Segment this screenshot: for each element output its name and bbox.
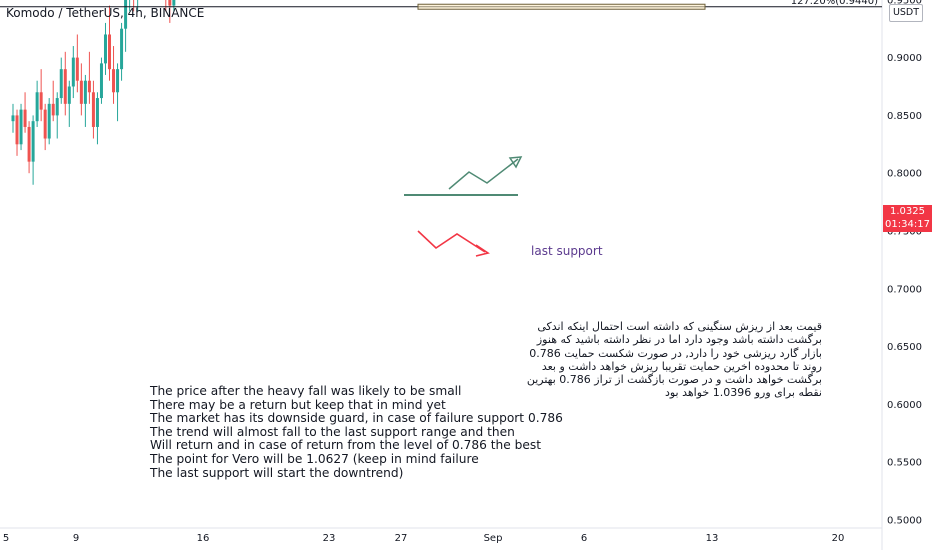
bullish-arrow-head — [508, 156, 523, 169]
bullish-path — [448, 158, 519, 190]
candle-body — [116, 69, 120, 93]
english-annotation: The price after the heavy fall was likel… — [150, 384, 563, 480]
price-tick-label: 0.6000 — [887, 400, 922, 411]
price-tick-label: 0.8000 — [887, 169, 922, 180]
price-tick-label: 0.5000 — [887, 516, 922, 527]
bearish-arrow-head — [475, 244, 490, 257]
candle-body — [95, 98, 99, 127]
candle-body — [108, 34, 112, 70]
candle-body — [67, 86, 71, 104]
note-line: There may be a return but keep that in m… — [150, 397, 446, 412]
price-tick-label: 0.8500 — [887, 111, 922, 122]
candle-body — [103, 34, 107, 64]
candle-body — [112, 69, 116, 93]
price-axis[interactable]: 1.40001.35001.30001.25001.20001.15001.10… — [887, 0, 922, 527]
chart-drawings: 78.60%(1.0125)127.20%(0.9440)last suppor… — [0, 0, 882, 258]
candle-body — [11, 115, 15, 122]
candle-body — [15, 115, 19, 145]
note-line: قیمت بعد از ریزش سنگینی که داشته است احت… — [537, 320, 822, 333]
candle-body — [19, 109, 23, 145]
current-price-value: 1.0325 — [890, 206, 925, 217]
candle-body — [43, 109, 47, 139]
candle-body — [47, 103, 51, 139]
note-line: نقطه برای ورو 1.0396 خواهد بود — [664, 386, 822, 400]
note-line: The market has its downside guard, in ca… — [150, 411, 563, 426]
candle-body — [35, 92, 39, 122]
time-tick-label: 27 — [395, 533, 408, 544]
note-line: روند تا محدوده اخرین حمایت تقریبا ریزش خ… — [541, 359, 822, 373]
note-line: The price after the heavy fall was likel… — [150, 384, 462, 398]
note-line: برگشت داشته باشد وجود دارد اما در نظر دا… — [536, 333, 822, 347]
time-tick-label: 20 — [832, 533, 845, 544]
candle-body — [59, 69, 63, 99]
time-tick-label: 6 — [581, 533, 587, 544]
time-axis[interactable]: 5 9 16 23 27 Sep 6 13 20 — [3, 533, 845, 544]
currency-label[interactable]: USDT — [889, 4, 923, 22]
persian-annotation: قیمت بعد از ریزش سنگینی که داشته است احت… — [486, 320, 822, 400]
time-tick-label: 13 — [706, 533, 719, 544]
candle-body — [168, 0, 172, 6]
last-support-label: last support — [531, 244, 603, 258]
last-support-zone — [417, 3, 706, 10]
time-tick-label: Sep — [484, 533, 503, 544]
time-tick-label: 9 — [73, 533, 79, 544]
bar-countdown: 01:34:17 — [885, 219, 930, 230]
candle-body — [23, 109, 27, 127]
candle-body — [124, 0, 128, 29]
price-tick-label: 0.7500 — [887, 227, 922, 238]
candle-body — [51, 103, 55, 116]
candle-body — [79, 80, 83, 104]
candle-body — [120, 28, 124, 70]
note-line: برگشت خواهد داشت و در صورت بازگشت از ترا… — [526, 373, 822, 387]
chart-grid — [0, 0, 883, 550]
candle-body — [27, 126, 31, 162]
price-tick-label: 0.7000 — [887, 284, 922, 295]
candle-body — [75, 57, 79, 81]
note-line: The point for Vero will be 1.0627 (keep … — [150, 451, 479, 466]
candlestick-series — [11, 0, 176, 185]
note-line: Will return and in case of return from t… — [150, 438, 541, 453]
chart-title: Komodo / TetherUS, 4h, BINANCE — [6, 6, 205, 20]
fib-level-label: 127.20%(0.9440) — [791, 0, 878, 7]
candle-body — [63, 69, 67, 104]
candle-body — [91, 92, 95, 127]
price-tick-label: 0.9000 — [887, 53, 922, 64]
candle-body — [83, 80, 87, 104]
candle-body — [87, 80, 91, 93]
note-line: The last support will start the downtren… — [150, 465, 404, 480]
candle-body — [39, 92, 43, 110]
time-tick-label: 16 — [197, 533, 210, 544]
current-price-tag: 1.0325 01:34:17 — [883, 205, 932, 232]
candle-body — [71, 57, 75, 87]
time-tick-label: 23 — [323, 533, 336, 544]
note-line: بازار گارد ریزشی خود را دارد, در صورت شک… — [529, 346, 822, 360]
note-line: The trend will almost fall to the last s… — [150, 424, 515, 439]
bearish-path — [417, 230, 486, 253]
price-tick-label: 0.9500 — [887, 0, 922, 6]
price-tick-label: 0.5500 — [887, 458, 922, 469]
price-tick-label: 0.6500 — [887, 342, 922, 353]
candle-body — [55, 98, 59, 116]
candle-body — [99, 63, 103, 99]
candle-body — [31, 121, 35, 162]
candle-body — [172, 0, 176, 6]
time-tick-label: 5 — [3, 533, 9, 544]
